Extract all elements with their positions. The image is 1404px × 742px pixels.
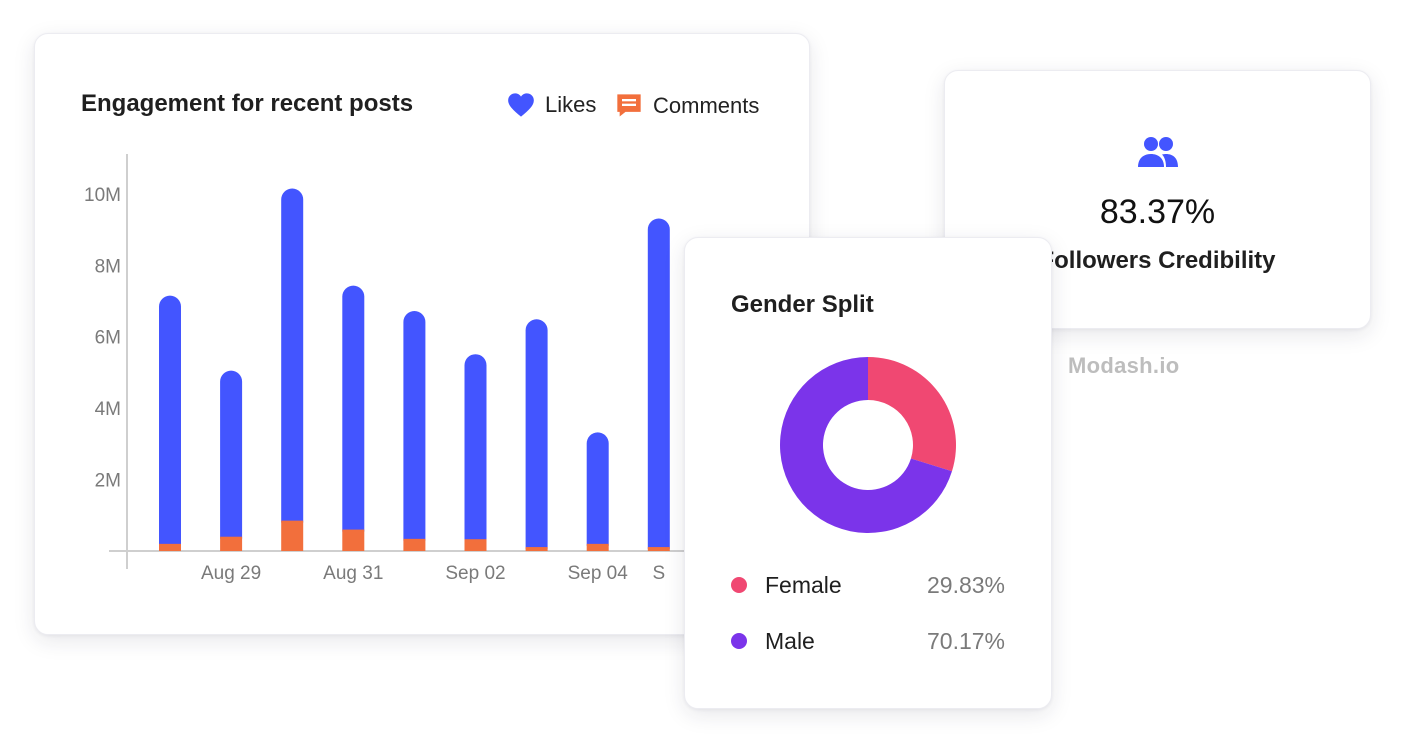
legend-likes: Likes	[507, 92, 596, 118]
likes-bar	[159, 295, 181, 546]
x-tick-label: Aug 29	[201, 563, 261, 584]
engagement-chart: 2M 4M 6M 8M 10M Aug 29 Aug 31 Sep 02 Sep 04 S	[84, 154, 809, 584]
male-value: 70.17%	[926, 627, 1005, 654]
comments-bar	[525, 547, 548, 551]
legend-comments: Comments	[615, 92, 759, 120]
likes-bar	[342, 285, 365, 532]
likes-bar	[464, 354, 487, 542]
x-tick-label: S	[652, 563, 665, 584]
likes-bar	[281, 188, 304, 523]
donut-slice-male	[780, 357, 952, 533]
credibility-value: 83.37%	[1099, 193, 1216, 231]
gender-card: Gender Split Female 29.83% Male 70.17%	[684, 237, 1052, 709]
likes-bar	[525, 319, 548, 550]
comments-bar	[281, 520, 304, 551]
comments-bar	[586, 543, 609, 551]
likes-bar	[220, 370, 243, 539]
y-tick-label: 4M	[95, 399, 121, 420]
comments-bar	[647, 547, 670, 551]
male-dot	[731, 633, 747, 649]
y-tick-label: 2M	[95, 471, 121, 492]
female-value: 29.83%	[926, 571, 1005, 598]
legend-likes-label: Likes	[545, 92, 597, 117]
comments-bar	[159, 543, 181, 551]
gender-row-female: Female 29.83%	[731, 570, 1005, 600]
gender-donut-chart	[780, 357, 956, 533]
engagement-title: Engagement for recent posts	[81, 90, 414, 117]
female-dot	[731, 577, 747, 593]
x-tick-label: Sep 04	[568, 563, 629, 584]
likes-bar	[586, 432, 609, 546]
credibility-label: Followers Credibility	[1039, 247, 1276, 274]
comments-bar	[220, 536, 243, 551]
likes-bar	[403, 311, 426, 541]
likes-bar	[647, 218, 670, 550]
x-tick-label: Aug 31	[323, 563, 383, 584]
brand-watermark: Modash.io	[1068, 353, 1180, 378]
y-tick-label: 8M	[95, 256, 121, 277]
female-label: Female	[765, 571, 842, 598]
legend-comments-label: Comments	[653, 93, 760, 118]
x-tick-label: Sep 02	[445, 563, 505, 584]
heart-icon	[508, 93, 534, 117]
comments-bar	[342, 529, 365, 551]
users-icon	[1138, 137, 1178, 167]
comment-icon	[617, 94, 641, 117]
comments-bar	[464, 539, 487, 551]
gender-row-male: Male 70.17%	[731, 626, 1005, 656]
comments-bar	[403, 538, 426, 551]
gender-title: Gender Split	[731, 291, 874, 318]
donut-slice-female	[868, 357, 956, 472]
y-tick-label: 6M	[95, 328, 121, 349]
male-label: Male	[765, 627, 815, 654]
engagement-card: 2M 4M 6M 8M 10M Aug 29 Aug 31 Sep 02 Sep 04 S Eng…	[34, 33, 810, 635]
y-tick-label: 10M	[84, 185, 121, 206]
